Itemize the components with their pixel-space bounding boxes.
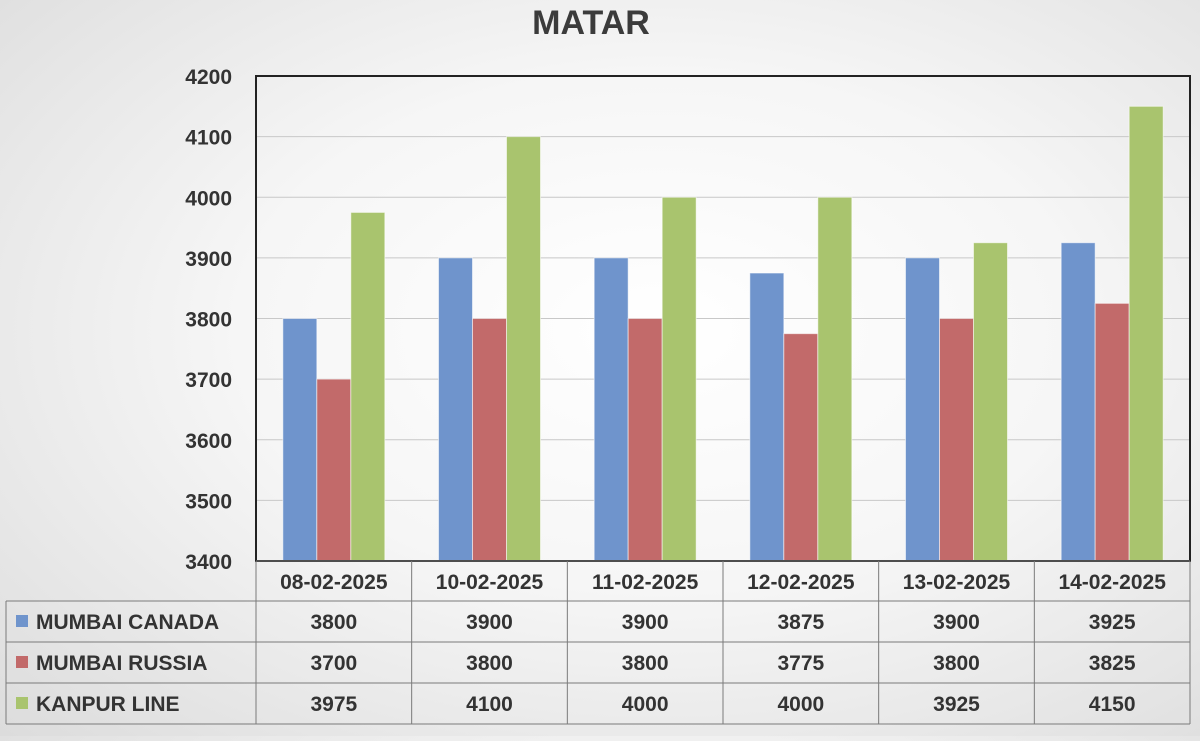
table-cell-value: 3975 [310,693,357,716]
x-category-label: 14-02-2025 [1058,571,1166,594]
legend-key-mumbai-canada [16,615,28,627]
table-cell-value: 3800 [933,652,980,675]
y-tick-label: 3900 [185,248,232,271]
bar-mumbai-canada [1060,242,1096,562]
x-category-label: 11-02-2025 [592,571,699,594]
bar-mumbai-russia [627,318,663,562]
y-tick-label: 4000 [185,187,232,210]
bar-mumbai-russia [783,333,819,562]
y-tick-label: 4200 [185,66,232,89]
bar-mumbai-russia [939,318,974,562]
bar-kanpur-line [973,242,1008,562]
table-cell-value: 3875 [777,611,824,634]
legend-key-kanpur-line [16,697,28,709]
bar-mumbai-russia [472,318,507,562]
table-cell-value: 3925 [1089,611,1136,634]
x-category-label: 13-02-2025 [903,571,1011,594]
bar-kanpur-line [350,211,386,562]
x-category-label: 08-02-2025 [280,571,388,594]
y-tick-label: 3700 [185,369,232,392]
bar-mumbai-canada [749,272,785,562]
bar-kanpur-line [1128,105,1164,562]
y-axis-ticks: 3400 3500 3600 3700 3800 3900 4000 4100 4200 [185,66,232,574]
bar-mumbai-canada [593,257,629,562]
chart-title: MATAR [532,4,650,42]
table-cell-value: 4000 [622,693,669,716]
table-cell-value: 3925 [933,693,980,716]
bar-mumbai-canada [282,318,318,562]
bar-mumbai-russia [1094,302,1130,562]
table-cell-value: 3800 [310,611,357,634]
table-cell-value: 3775 [777,652,824,675]
legend-label: KANPUR LINE [36,693,180,716]
bar-mumbai-canada [905,257,940,562]
y-tick-label: 3500 [185,490,232,513]
bars [282,105,1164,562]
table-cell-value: 3900 [622,611,669,634]
bar-mumbai-canada [438,257,473,562]
x-category-label: 12-02-2025 [747,571,855,594]
bar-mumbai-russia [316,378,352,562]
table-cell-value: 3900 [466,611,513,634]
table-cell-value: 3800 [466,652,513,675]
y-tick-label: 3600 [185,430,232,453]
table-cell-value: 3900 [933,611,980,634]
data-table: 08-02-2025 10-02-2025 11-02-2025 12-02-2025… [5,560,1191,725]
table-cell-value: 3800 [622,652,669,675]
legend-key-mumbai-russia [16,656,28,668]
y-tick-label: 3400 [185,551,232,574]
table-cell-value: 4100 [466,693,513,716]
legend-label: MUMBAI RUSSIA [36,652,208,675]
table-cell-value: 4150 [1089,693,1136,716]
table-cell-value: 3825 [1089,652,1136,675]
bar-kanpur-line [661,196,697,562]
bar-kanpur-line [506,136,541,562]
table-cell-value: 4000 [777,693,824,716]
legend-label: MUMBAI CANADA [36,611,219,634]
x-category-label: 10-02-2025 [436,571,544,594]
bar-kanpur-line [817,196,853,562]
gridlines [256,75,1190,562]
table-cell-value: 3700 [310,652,357,675]
y-tick-label: 4100 [185,127,232,150]
y-tick-label: 3800 [185,309,232,332]
